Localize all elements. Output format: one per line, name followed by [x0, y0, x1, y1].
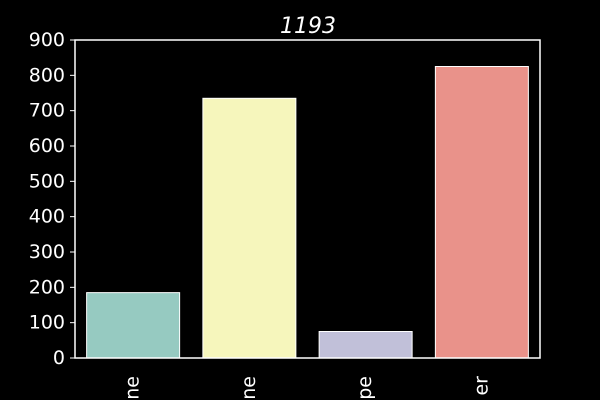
- y-tick-label-6: 600: [29, 135, 65, 157]
- bar-2: [318, 331, 413, 359]
- y-tick-label-1: 100: [29, 312, 65, 334]
- bar-1: [202, 97, 297, 359]
- plot-frame: [74, 39, 541, 359]
- y-tick-label-5: 500: [29, 170, 65, 192]
- y-axis: 0 100 200 300 400 500 600 700 800 900: [29, 29, 75, 369]
- y-tick-label-4: 400: [29, 206, 65, 228]
- y-tick-label-2: 200: [29, 276, 65, 298]
- x-axis: ne ne pe er: [122, 376, 493, 400]
- x-tick-label-0: ne: [122, 376, 144, 400]
- y-tick-label-7: 700: [29, 100, 65, 122]
- y-tick-label-3: 300: [29, 241, 65, 263]
- y-tick-label-8: 800: [29, 64, 65, 86]
- bar-group: [86, 66, 529, 359]
- bar-0: [86, 292, 181, 359]
- x-tick-label-2: pe: [354, 376, 376, 400]
- x-tick-label-1: ne: [238, 376, 260, 400]
- x-tick-label-3: er: [470, 376, 492, 396]
- bar-3: [434, 66, 529, 359]
- chart-title: 1193: [280, 14, 336, 39]
- y-tick-label-9: 900: [29, 29, 65, 51]
- y-tick-label-0: 0: [53, 347, 65, 369]
